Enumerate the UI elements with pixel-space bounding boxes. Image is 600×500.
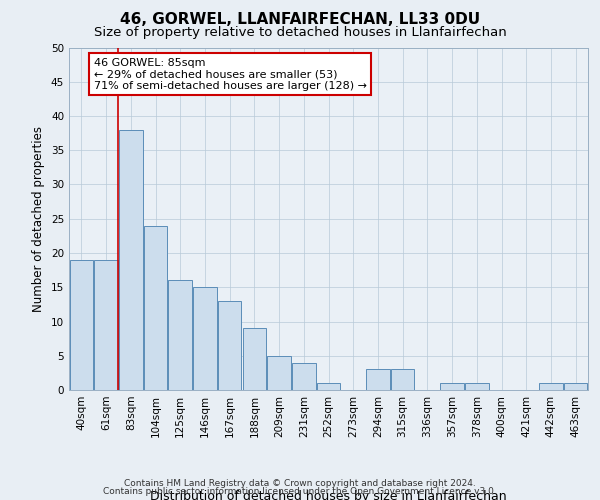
Bar (218, 301, 241, 390)
Text: Size of property relative to detached houses in Llanfairfechan: Size of property relative to detached ho… (94, 26, 506, 39)
Bar (366, 370, 389, 390)
Text: 46, GORWEL, LLANFAIRFECHAN, LL33 0DU: 46, GORWEL, LLANFAIRFECHAN, LL33 0DU (120, 12, 480, 28)
Bar (193, 287, 217, 390)
Bar (440, 383, 464, 390)
Bar (292, 362, 316, 390)
X-axis label: Distribution of detached houses by size in Llanfairfechan: Distribution of detached houses by size … (150, 490, 507, 500)
Bar (119, 130, 143, 390)
Bar (70, 260, 93, 390)
Bar (144, 226, 167, 390)
Text: 46 GORWEL: 85sqm
← 29% of detached houses are smaller (53)
71% of semi-detached : 46 GORWEL: 85sqm ← 29% of detached house… (94, 58, 367, 91)
Bar (539, 383, 563, 390)
Text: Contains HM Land Registry data © Crown copyright and database right 2024.: Contains HM Land Registry data © Crown c… (124, 478, 476, 488)
Bar (317, 383, 340, 390)
Bar (564, 383, 587, 390)
Y-axis label: Number of detached properties: Number of detached properties (32, 126, 46, 312)
Bar (169, 280, 192, 390)
Text: Contains public sector information licensed under the Open Government Licence v3: Contains public sector information licen… (103, 487, 497, 496)
Bar (391, 370, 415, 390)
Bar (242, 328, 266, 390)
Bar (465, 383, 488, 390)
Bar (268, 356, 291, 390)
Bar (94, 260, 118, 390)
